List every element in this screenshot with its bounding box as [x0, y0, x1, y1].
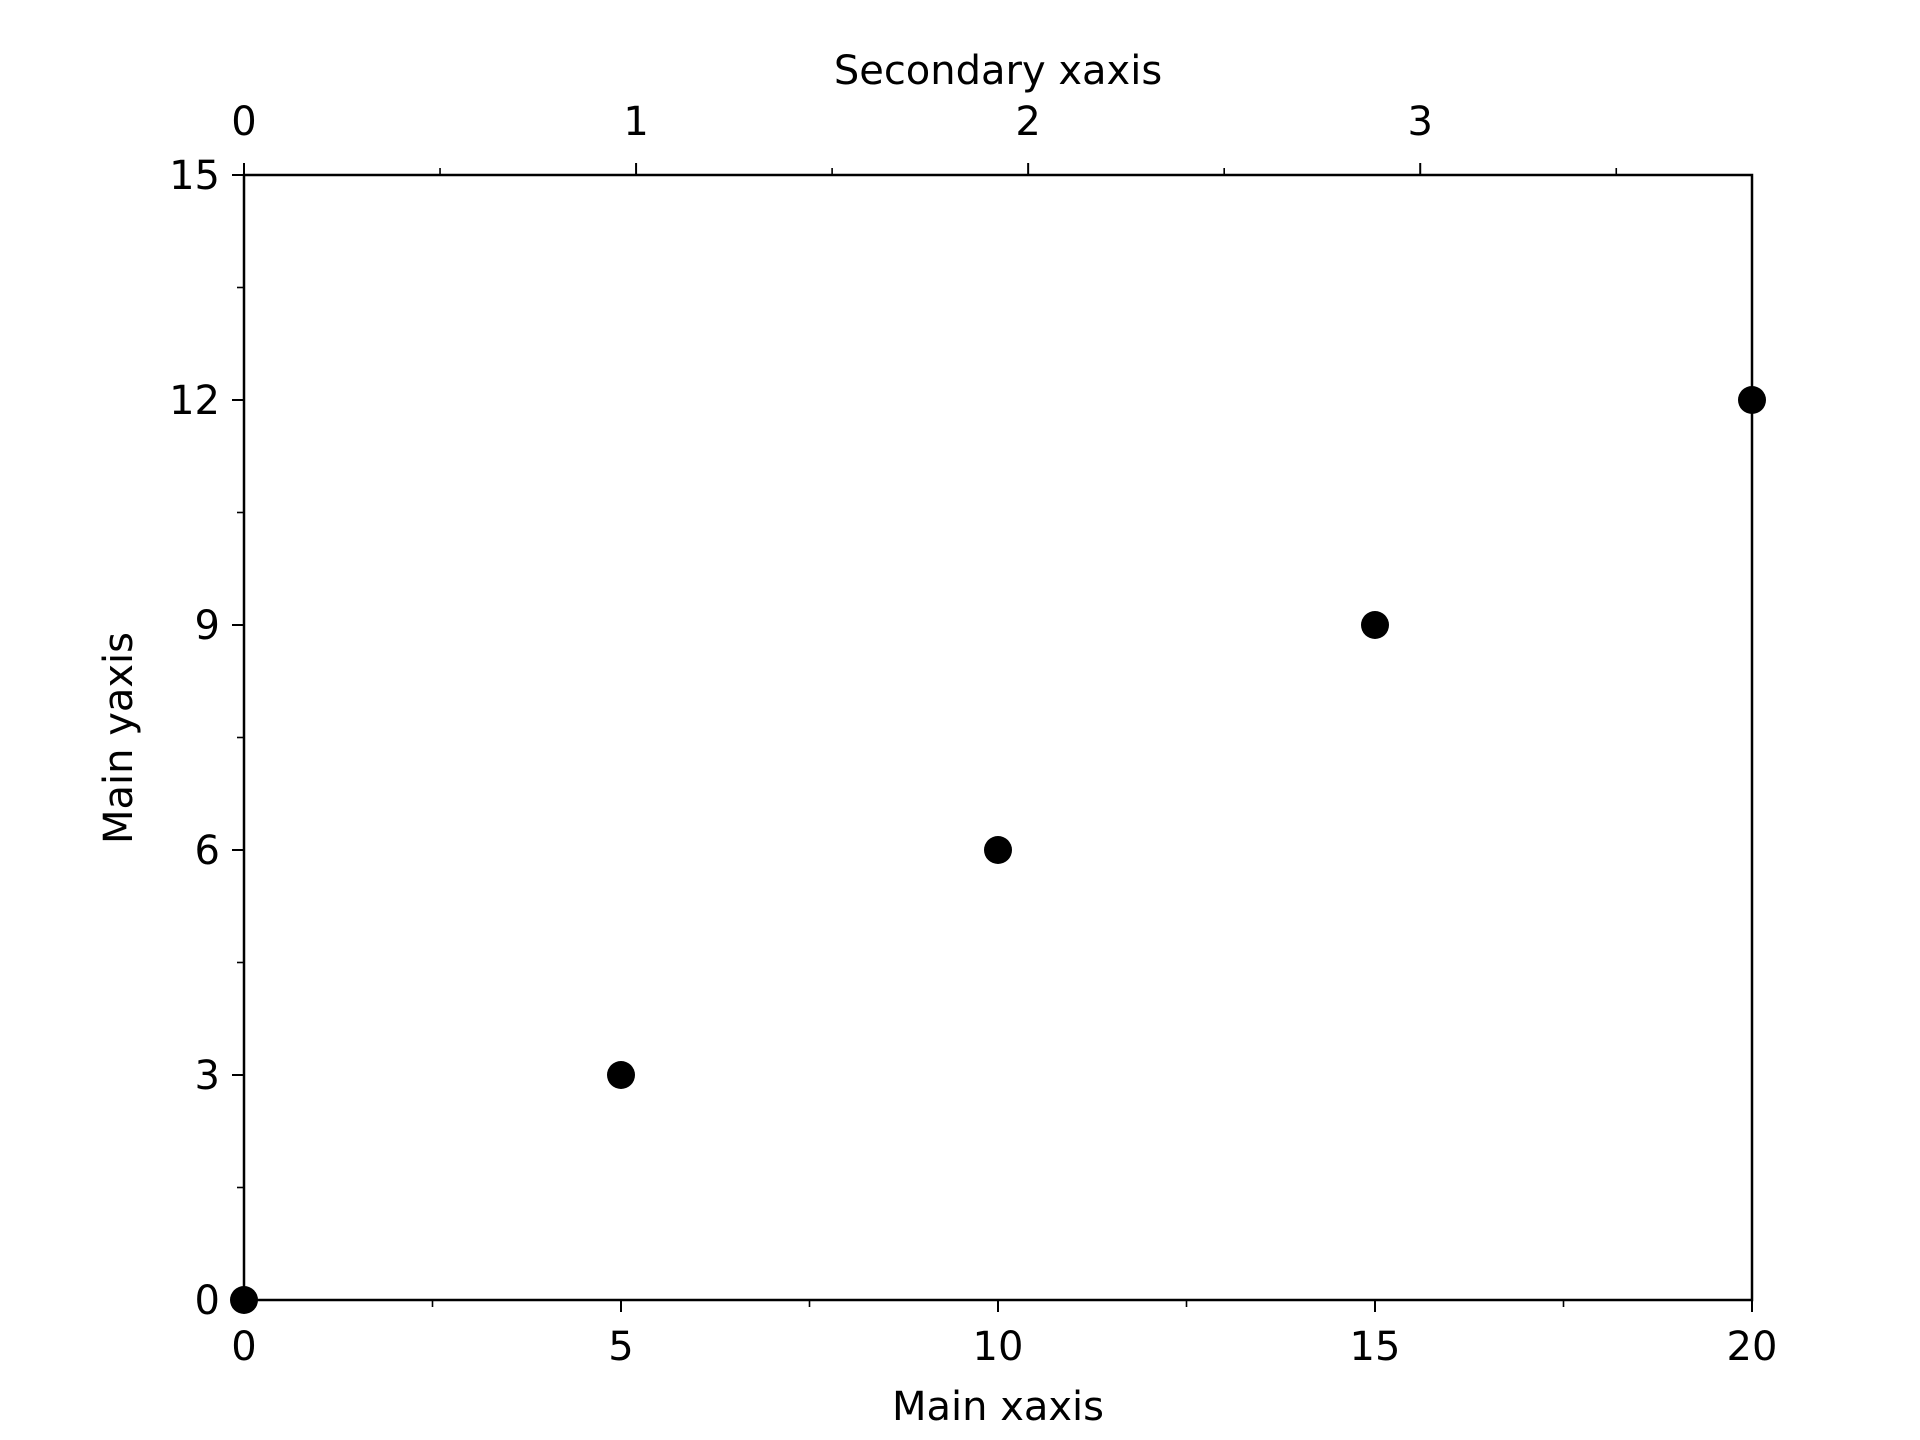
- scatter-point: [984, 836, 1012, 864]
- y-tick-label: 12: [169, 378, 220, 424]
- y-axis-label: Main yaxis: [96, 632, 142, 844]
- left-y-ticks: 0 3 6 9 12 15: [169, 153, 244, 1324]
- top-secondary-x-ticks: 0 1 2 3: [231, 99, 1618, 175]
- scatter-point: [1361, 611, 1389, 639]
- x-tick-label: 10: [973, 1324, 1024, 1370]
- scatter-point: [607, 1061, 635, 1089]
- x-tick-label: 0: [231, 1324, 256, 1370]
- y-tick-label: 9: [195, 603, 220, 649]
- y-tick-label: 6: [195, 828, 220, 874]
- y-tick-label: 0: [195, 1278, 220, 1324]
- x-tick-label: 5: [608, 1324, 633, 1370]
- x-axis-label: Main xaxis: [892, 1384, 1104, 1430]
- secondary-x-axis-label: Secondary xaxis: [834, 48, 1162, 94]
- y-tick-label: 3: [195, 1053, 220, 1099]
- x-tick-label: 15: [1350, 1324, 1401, 1370]
- secondary-x-tick-label: 1: [623, 99, 648, 145]
- secondary-x-tick-label: 3: [1407, 99, 1432, 145]
- scatter-point: [1738, 386, 1766, 414]
- data-points: [230, 386, 1766, 1314]
- secondary-x-tick-label: 2: [1015, 99, 1040, 145]
- x-tick-label: 20: [1727, 1324, 1778, 1370]
- y-tick-label: 15: [169, 153, 220, 199]
- secondary-x-tick-label: 0: [231, 99, 256, 145]
- bottom-x-ticks: 0 5 10 15 20: [231, 1300, 1777, 1370]
